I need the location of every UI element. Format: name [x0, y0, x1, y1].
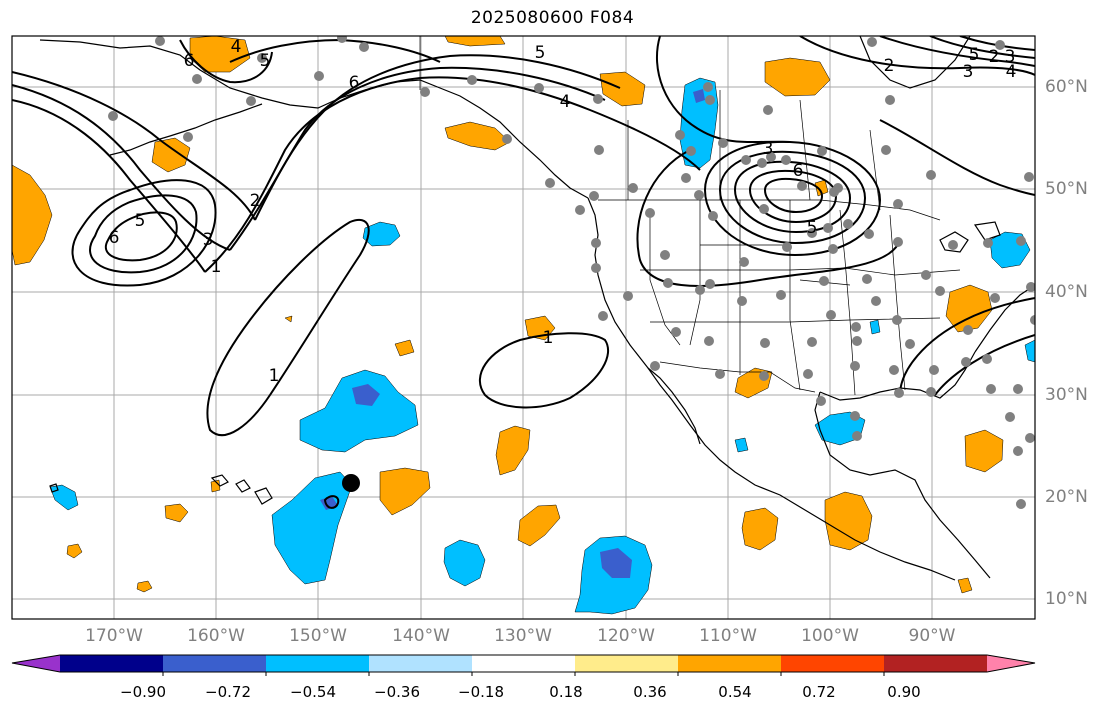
- contour-label: 2: [989, 47, 1000, 67]
- contour-label: 5: [260, 51, 271, 71]
- contour-lines: [12, 36, 1035, 509]
- map-title: 2025080600 F084: [470, 8, 635, 28]
- map-frame: [11, 35, 1036, 620]
- colorbar-tick: 0.18: [549, 683, 583, 701]
- colorbar-tick: 0.36: [633, 683, 667, 701]
- contour-label: 4: [1006, 62, 1017, 82]
- lon-label-90w: 90°W: [908, 626, 956, 646]
- colorbar-tick: −0.90: [120, 683, 166, 701]
- contour-label: 1: [543, 328, 554, 348]
- lat-label-50n: 50°N: [1045, 179, 1088, 199]
- strong-negative-regions: [320, 89, 705, 578]
- contour-label: 4: [560, 92, 571, 112]
- contour-label: 6: [793, 161, 804, 181]
- contour-label: 6: [349, 73, 360, 93]
- contour-label: 2: [250, 191, 261, 211]
- colorbar-tick: −0.54: [290, 683, 336, 701]
- lon-label-160w: 160°W: [187, 626, 245, 646]
- location-marker: [342, 474, 360, 492]
- lon-label-130w: 130°W: [494, 626, 552, 646]
- contour-label: 1: [211, 257, 222, 277]
- lon-label-140w: 140°W: [392, 626, 450, 646]
- contour-label: 3: [963, 62, 974, 82]
- colorbar-tick: 0.90: [887, 683, 921, 701]
- contour-label: 5: [135, 211, 146, 231]
- lon-label-150w: 150°W: [289, 626, 347, 646]
- colorbar-tick: −0.18: [458, 683, 504, 701]
- lat-label-10n: 10°N: [1045, 589, 1088, 609]
- lon-label-110w: 110°W: [699, 626, 757, 646]
- lon-label-170w: 170°W: [85, 626, 143, 646]
- lon-label-120w: 120°W: [597, 626, 655, 646]
- contour-label: 6: [109, 228, 120, 248]
- contour-label: 5: [807, 218, 818, 238]
- lon-label-100w: 100°W: [801, 626, 859, 646]
- colorbar-tick: −0.36: [374, 683, 420, 701]
- contour-label: 5: [535, 43, 546, 63]
- contour-label: 5: [969, 45, 980, 65]
- contour-label: 1: [269, 366, 280, 386]
- contour-label: 6: [184, 51, 195, 71]
- contour-label: 3: [1005, 47, 1016, 67]
- contour-label: 3: [763, 139, 774, 159]
- colorbar-tick: −0.72: [205, 683, 251, 701]
- lat-label-40n: 40°N: [1045, 282, 1088, 302]
- station-dots: [108, 36, 1035, 509]
- colorbar-tick: 0.54: [718, 683, 752, 701]
- lat-label-30n: 30°N: [1045, 385, 1088, 405]
- lat-label-20n: 20°N: [1045, 487, 1088, 507]
- contour-label: 2: [884, 56, 895, 76]
- lat-label-60n: 60°N: [1045, 77, 1088, 97]
- contour-label: 3: [203, 230, 214, 250]
- contour-label: 4: [231, 37, 242, 57]
- colorbar-tick: 0.72: [802, 683, 836, 701]
